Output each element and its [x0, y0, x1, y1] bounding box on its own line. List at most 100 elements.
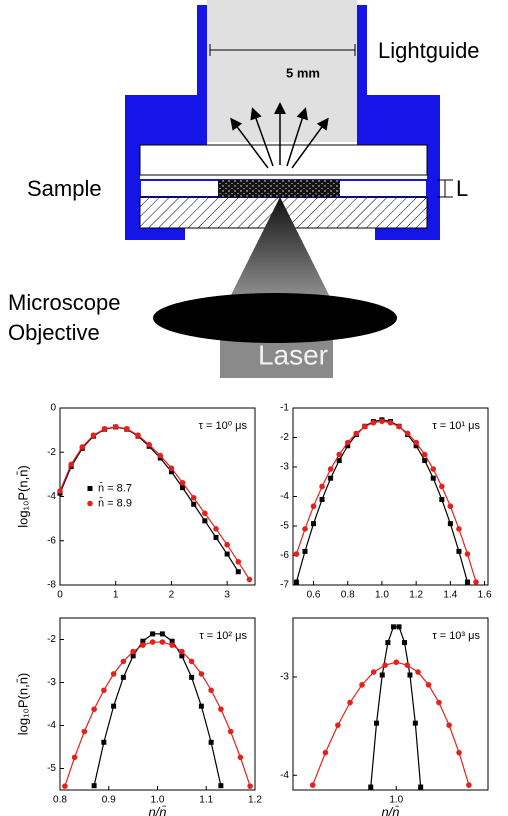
point	[353, 430, 360, 437]
point	[393, 659, 400, 666]
y-tick-label: -3	[280, 462, 289, 473]
point	[190, 495, 197, 501]
plot-frame	[59, 617, 256, 791]
annotation: τ = 10⁰ μs	[199, 420, 248, 432]
y-tick-label: -2	[47, 447, 56, 458]
y-tick-label: -2	[47, 634, 56, 645]
point	[396, 423, 402, 430]
point	[293, 551, 300, 557]
point	[390, 624, 396, 630]
point	[224, 541, 230, 548]
x-tick-label: 0.9	[102, 795, 116, 806]
sample-label: Sample	[27, 176, 102, 201]
point	[247, 783, 253, 789]
point	[79, 444, 86, 450]
point	[402, 640, 408, 646]
laser-cone	[226, 197, 334, 305]
point	[168, 469, 174, 475]
point	[180, 485, 186, 491]
plot-frame	[59, 407, 256, 586]
point	[362, 423, 368, 430]
point	[169, 642, 175, 648]
point	[124, 425, 130, 432]
point	[110, 671, 117, 677]
point	[101, 739, 107, 745]
point	[336, 458, 342, 464]
point	[473, 579, 479, 585]
point	[224, 551, 230, 557]
point	[374, 720, 380, 726]
annotation: τ = 10³ μs	[432, 630, 480, 642]
point	[309, 782, 316, 788]
point	[439, 483, 445, 490]
point	[189, 674, 195, 680]
point	[91, 706, 97, 712]
point	[335, 722, 341, 728]
plot-frame	[292, 407, 489, 586]
point	[120, 658, 127, 665]
point	[112, 424, 119, 430]
point	[149, 639, 156, 645]
x-axis-label: n/n̄	[381, 804, 399, 816]
point	[198, 671, 205, 677]
point	[202, 510, 208, 517]
y-tick-label: -1	[280, 403, 289, 414]
x-tick-label: 1.0	[151, 795, 165, 806]
point	[208, 739, 214, 745]
annotation: τ = 10² μs	[199, 630, 247, 642]
x-axis-label: n/n̄	[148, 804, 166, 816]
point	[418, 784, 424, 790]
lightguide	[207, 0, 357, 142]
emission-arrows	[230, 102, 329, 169]
point	[422, 458, 428, 464]
point	[130, 648, 136, 655]
point	[191, 501, 197, 507]
point	[439, 496, 445, 502]
point	[213, 534, 219, 540]
point	[359, 682, 365, 688]
point	[202, 518, 208, 524]
point	[412, 720, 418, 726]
point	[322, 749, 329, 756]
point	[130, 653, 136, 659]
point	[235, 558, 242, 565]
point	[436, 699, 442, 706]
point	[319, 496, 325, 502]
arrow	[250, 107, 274, 167]
point	[404, 662, 411, 668]
objective-label: Objective	[8, 320, 100, 345]
fit-line	[295, 420, 477, 583]
point	[379, 672, 385, 678]
point	[328, 475, 334, 481]
point	[456, 526, 462, 532]
x-tick-label: 1.2	[409, 590, 423, 601]
holder-part	[357, 95, 440, 145]
x-tick-label: 1.2	[248, 795, 262, 806]
point	[179, 479, 186, 486]
point	[345, 443, 351, 449]
point	[235, 569, 241, 575]
point	[421, 451, 428, 458]
point	[140, 638, 146, 644]
x-tick-label: 0.8	[341, 590, 355, 601]
point	[188, 658, 195, 665]
y-tick-label: -8	[47, 580, 56, 591]
holder-part	[375, 228, 440, 240]
y-tick-label: -6	[280, 550, 289, 561]
point	[227, 728, 234, 735]
point	[456, 749, 462, 756]
annotation: τ = 10¹ μs	[432, 420, 480, 432]
y-tick-label: 0	[50, 403, 56, 414]
point	[179, 648, 185, 655]
point	[135, 432, 141, 439]
point	[179, 653, 185, 659]
point	[407, 672, 413, 678]
point	[87, 486, 93, 491]
x-tick-label: 1	[113, 590, 119, 601]
width-label: 5 mm	[286, 65, 320, 80]
point	[425, 682, 432, 688]
point	[302, 548, 308, 554]
x-tick-label: 1.4	[443, 590, 457, 601]
